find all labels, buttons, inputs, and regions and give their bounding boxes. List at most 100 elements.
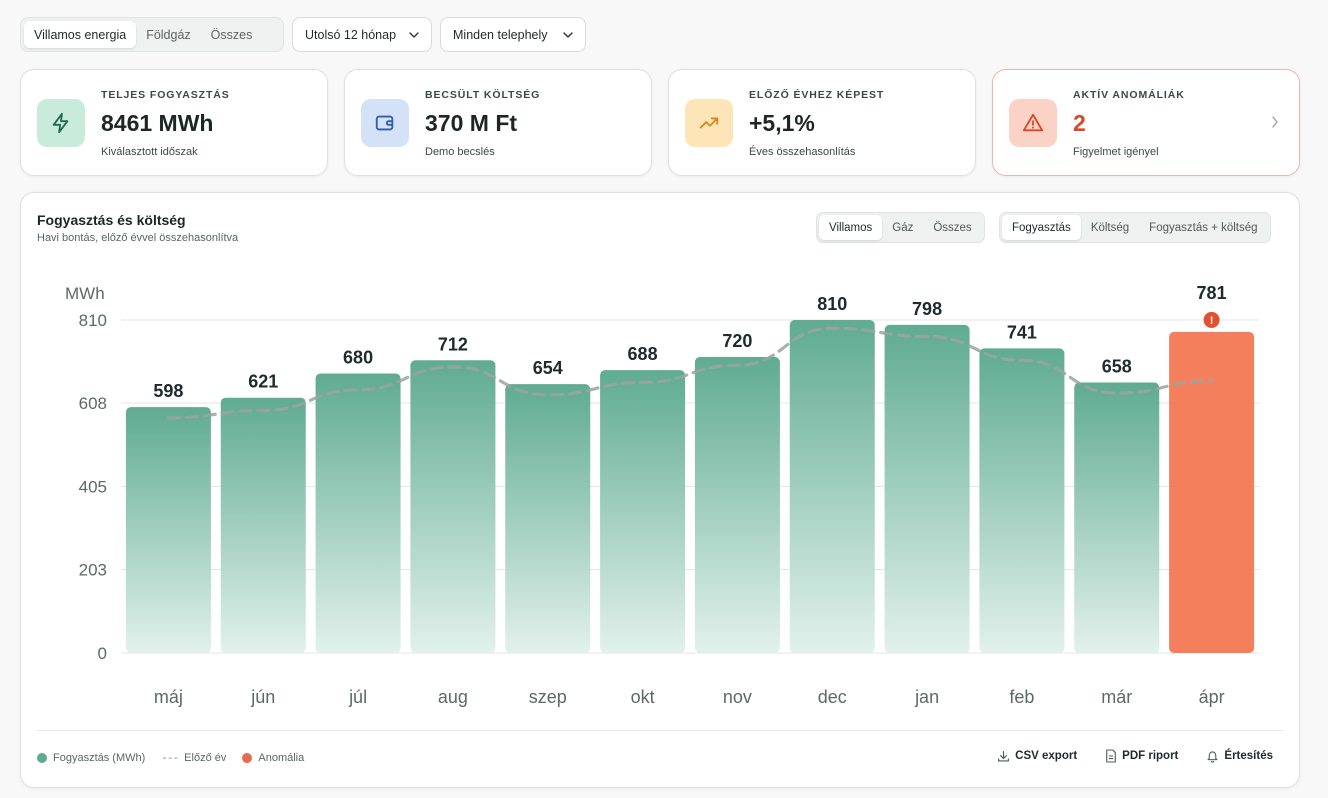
x-tick-label: aug: [438, 687, 468, 707]
bar-value-label: 781: [1197, 283, 1227, 303]
tab-villamos[interactable]: Villamos: [819, 215, 883, 240]
tab-fogyasztas[interactable]: Fogyasztás: [1002, 215, 1081, 240]
tab-koltseg[interactable]: Költség: [1090, 221, 1130, 234]
bell-icon: [1207, 751, 1218, 763]
kpi-sub: Kiválasztott időszak: [101, 146, 198, 158]
kpi-icon-box: [685, 99, 733, 147]
bar-value-label: 741: [1007, 322, 1037, 342]
kpi-estimated-cost: BECSÜLT KÖLTSÉG 370 M Ft Demo becslés: [344, 69, 652, 176]
tab-fogyasztas-koltseg[interactable]: Fogyasztás + költség: [1149, 221, 1258, 234]
x-tick-label: okt: [631, 687, 655, 707]
pdf-report-button[interactable]: PDF riport: [1105, 749, 1178, 763]
legend-item-consumption: Fogyasztás (MWh): [37, 752, 145, 764]
tab-foldgaz[interactable]: Földgáz: [146, 27, 191, 42]
panel-title: Fogyasztás és költség: [37, 212, 186, 228]
x-tick-label: ápr: [1199, 687, 1225, 707]
tab-osszes[interactable]: Összes: [210, 27, 253, 42]
bar[interactable]: [315, 373, 401, 653]
energy-type-tabs: Villamos energia Földgáz Összes: [20, 17, 284, 52]
chevron-right-icon: [1272, 116, 1278, 128]
warning-icon: [1022, 113, 1044, 132]
anomaly-marker-icon[interactable]: [1203, 311, 1220, 328]
bar-value-label: 712: [438, 334, 468, 354]
bar-value-label: 810: [817, 294, 847, 314]
document-icon: [1106, 749, 1117, 763]
chart-actions: CSV export PDF riport Értesítés: [969, 749, 1273, 763]
x-tick-label: jan: [914, 687, 939, 707]
kpi-yoy: ELŐZŐ ÉVHEZ KÉPEST +5,1% Éves összehason…: [668, 69, 976, 176]
x-tick-label: már: [1101, 687, 1132, 707]
bar[interactable]: [505, 384, 591, 653]
bar[interactable]: [600, 370, 686, 653]
tab-gaz[interactable]: Gáz: [892, 221, 914, 234]
x-tick-label: dec: [818, 687, 847, 707]
legend-dot: [37, 752, 47, 763]
csv-export-label: CSV export: [1015, 750, 1078, 762]
wallet-icon: [375, 115, 394, 131]
bar-value-label: 621: [248, 372, 278, 392]
previous-year-line: [166, 326, 1214, 420]
tab-villamos-energia[interactable]: Villamos energia: [24, 21, 137, 48]
site-select[interactable]: Minden telephely: [440, 17, 586, 52]
bar[interactable]: [125, 407, 211, 653]
period-select[interactable]: Utolsó 12 hónap: [292, 17, 432, 52]
y-tick-label: 810: [79, 311, 107, 330]
legend-dash: ---: [161, 751, 179, 764]
x-tick-label: júl: [348, 687, 367, 707]
x-tick-label: nov: [723, 687, 752, 707]
kpi-icon-box: [361, 99, 409, 147]
pdf-report-label: PDF riport: [1122, 750, 1179, 762]
y-tick-label: 203: [79, 561, 107, 580]
tab-osszes[interactable]: Összes: [933, 221, 972, 234]
trend-up-icon: [699, 117, 719, 129]
lightning-icon: [52, 112, 69, 134]
kpi-sub: Figyelmet igényel: [1073, 146, 1159, 158]
chevron-down-icon: [409, 31, 419, 38]
kpi-label: ELŐZŐ ÉVHEZ KÉPEST: [749, 89, 885, 101]
kpi-value: 370 M Ft: [425, 110, 518, 136]
kpi-label: TELJES FOGYASZTÁS: [101, 89, 230, 101]
bar-value-label: 598: [153, 381, 183, 401]
legend-label: Előző év: [184, 751, 227, 764]
csv-export-button[interactable]: CSV export: [997, 750, 1077, 763]
legend-label: Fogyasztás (MWh): [53, 751, 146, 764]
bar-anomaly[interactable]: [1169, 331, 1255, 653]
legend-item-anomaly: Anomália: [242, 752, 304, 764]
chart-panel: Fogyasztás és költség Havi bontás, előző…: [20, 192, 1300, 788]
panel-subtitle: Havi bontás, előző évvel összehasonlítva: [37, 232, 239, 244]
bar-value-label: 658: [1102, 356, 1132, 376]
bar-value-label: 798: [912, 299, 942, 319]
bar[interactable]: [220, 397, 306, 653]
chevron-down-icon: [563, 31, 573, 38]
legend-dot: [242, 752, 253, 763]
y-axis-label: MWh: [65, 284, 105, 303]
bar[interactable]: [410, 360, 496, 653]
bar[interactable]: [694, 357, 780, 653]
y-tick-label: 608: [79, 394, 107, 413]
bar-value-label: 688: [628, 344, 658, 364]
anomaly-marker-glyph: !: [1210, 315, 1214, 327]
legend-label: Anomália: [258, 751, 305, 764]
y-tick-label: 405: [79, 478, 107, 497]
kpi-active-anomalies[interactable]: AKTÍV ANOMÁLIÁK 2 Figyelmet igényel: [992, 69, 1300, 176]
x-tick-label: feb: [1009, 687, 1034, 707]
notification-button[interactable]: Értesítés: [1206, 749, 1273, 763]
consumption-bar-chart: MWh 0 203 405 608 810 598 máj 621 jún 680 júl 712 aug…: [65, 283, 1259, 707]
bar[interactable]: [1074, 382, 1160, 653]
kpi-icon-box: [1009, 99, 1057, 147]
bar[interactable]: [884, 324, 970, 653]
period-select-value: Utolsó 12 hónap: [305, 27, 397, 42]
bar[interactable]: [789, 320, 875, 653]
kpi-icon-box: [37, 99, 85, 147]
chart-metric-tabs: Fogyasztás Költség Fogyasztás + költség: [999, 212, 1271, 243]
legend-item-previous-year: --- Előző év: [161, 751, 226, 764]
panel-divider: [37, 730, 1283, 731]
download-icon: [998, 750, 1010, 762]
bar[interactable]: [979, 348, 1065, 653]
x-tick-label: máj: [154, 687, 183, 707]
kpi-value: 2: [1073, 110, 1086, 136]
bar-value-label: 654: [533, 358, 563, 378]
y-tick-label: 0: [98, 644, 107, 663]
kpi-total-consumption: TELJES FOGYASZTÁS 8461 MWh Kiválasztott …: [20, 69, 328, 176]
kpi-label: AKTÍV ANOMÁLIÁK: [1073, 89, 1185, 101]
